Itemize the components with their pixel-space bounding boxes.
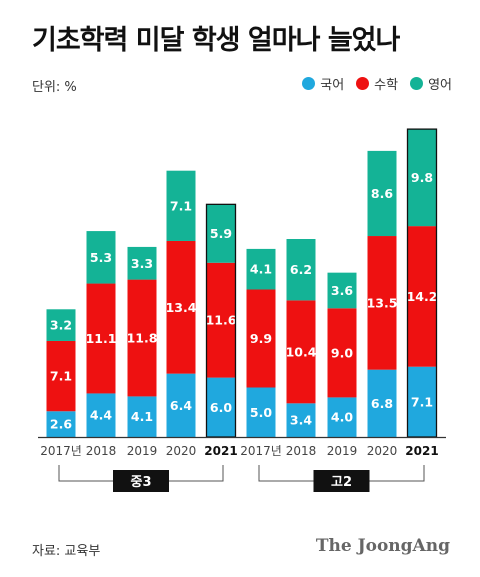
bar-segment-korean <box>127 396 157 437</box>
bar-segment-korean <box>206 377 236 437</box>
bar-segment-math <box>407 226 437 367</box>
data-label-english: 3.6 <box>331 283 353 298</box>
data-label-korean: 2.6 <box>50 417 72 432</box>
bar-segment-english <box>46 309 76 341</box>
data-label-math: 11.8 <box>127 331 158 346</box>
bar-segment-math <box>246 289 276 388</box>
data-label-english: 6.2 <box>290 262 312 277</box>
bar-segment-english <box>286 239 316 301</box>
bar-segment-english <box>86 231 116 284</box>
bar-segment-korean <box>286 403 316 437</box>
x-tick-label: 2018 <box>86 444 117 458</box>
bar-segment-english <box>246 248 276 290</box>
data-label-korean: 4.1 <box>131 409 153 424</box>
bar-segment-english <box>206 204 236 263</box>
bar-segment-english <box>127 246 157 280</box>
bar-segment-math <box>166 240 196 374</box>
unit-label: 단위: % <box>32 80 77 95</box>
data-label-korean: 5.0 <box>250 405 272 420</box>
bar-segment-korean <box>327 397 357 437</box>
data-label-korean: 4.4 <box>90 408 112 423</box>
legend-item-english: 영어 <box>410 74 452 93</box>
data-label-english: 3.3 <box>131 256 153 271</box>
x-tick-label: 2017년 <box>40 444 82 458</box>
bar-segment-korean <box>246 387 276 437</box>
data-label-math: 10.4 <box>286 344 317 359</box>
bar-segment-korean <box>86 393 116 437</box>
data-label-math: 11.1 <box>86 331 117 346</box>
source-note: 자료: 교육부 <box>32 544 101 559</box>
data-label-english: 5.3 <box>90 250 112 265</box>
legend-item-korean: 국어 <box>302 74 344 93</box>
bar-segment-korean <box>407 366 437 437</box>
data-label-korean: 7.1 <box>411 394 433 409</box>
x-tick-label: 2021 <box>405 444 438 458</box>
bar-segment-korean <box>166 373 196 437</box>
legend-item-math: 수학 <box>356 74 398 93</box>
bar-segment-math <box>46 340 76 412</box>
data-label-math: 11.6 <box>206 313 237 328</box>
group-label-middle3: 중3 <box>130 475 151 490</box>
x-tick-label: 2020 <box>166 444 197 458</box>
data-label-math: 9.9 <box>250 331 272 346</box>
legend-swatch-korean <box>302 77 316 90</box>
data-label-math: 13.4 <box>166 300 197 315</box>
x-tick-label: 2019 <box>327 444 358 458</box>
data-label-english: 3.2 <box>50 318 72 333</box>
data-label-english: 7.1 <box>170 198 192 213</box>
data-label-math: 7.1 <box>50 369 72 384</box>
data-label-english: 8.6 <box>371 186 393 201</box>
bar-segment-korean <box>367 369 397 437</box>
bar-segment-math <box>86 283 116 394</box>
bar-segment-korean <box>46 411 76 437</box>
bar-segment-english <box>327 272 357 309</box>
bar-segment-math <box>327 308 357 398</box>
bar-segment-english <box>166 170 196 241</box>
group-label-box-high2 <box>313 470 370 492</box>
data-label-math: 14.2 <box>407 289 438 304</box>
data-label-korean: 6.8 <box>371 396 393 411</box>
data-label-english: 5.9 <box>210 226 232 241</box>
bar-segment-english <box>367 150 397 237</box>
bar-segment-math <box>367 236 397 370</box>
legend: 국어 수학 영어 <box>302 74 452 93</box>
legend-swatch-math <box>356 77 370 90</box>
bar-segment-math <box>127 279 157 397</box>
data-label-math: 9.0 <box>331 345 353 360</box>
legend-label-math: 수학 <box>374 78 399 93</box>
brand-logo: The JoongAng <box>315 536 450 556</box>
data-label-korean: 4.0 <box>331 410 353 425</box>
group-label-high2: 고2 <box>331 475 352 490</box>
x-tick-label: 2018 <box>286 444 317 458</box>
data-label-korean: 3.4 <box>290 413 312 428</box>
data-label-english: 4.1 <box>250 262 272 277</box>
data-label-math: 13.5 <box>367 295 398 310</box>
data-label-english: 9.8 <box>411 170 433 185</box>
page-title: 기초학력 미달 학생 얼마나 늘었나 <box>32 25 400 56</box>
x-tick-label: 2020 <box>367 444 398 458</box>
data-label-korean: 6.0 <box>210 400 232 415</box>
bar-segment-math <box>206 262 236 378</box>
legend-label-korean: 국어 <box>320 78 345 93</box>
legend-label-english: 영어 <box>428 78 452 93</box>
group-label-box-middle3 <box>113 470 169 492</box>
x-tick-label: 2021 <box>204 444 237 458</box>
bar-segment-math <box>286 300 316 404</box>
x-tick-label: 2019 <box>127 444 158 458</box>
x-tick-label: 2017년 <box>240 444 282 458</box>
data-label-korean: 6.4 <box>170 398 192 413</box>
bar-segment-english <box>407 129 437 227</box>
legend-swatch-english <box>410 77 424 90</box>
